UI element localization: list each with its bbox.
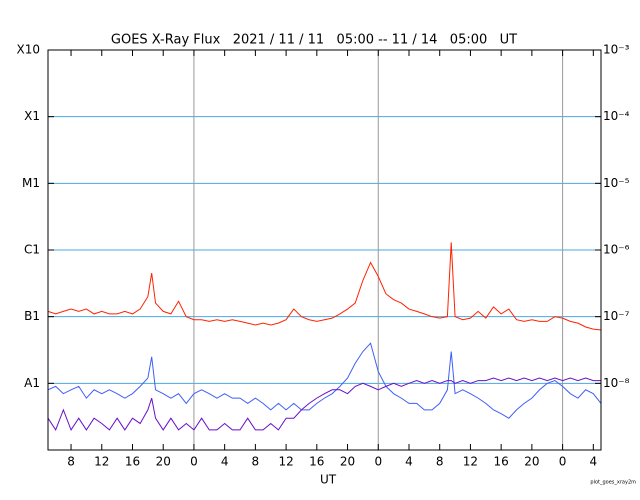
y-tick-label: X10 [17,43,41,57]
flux-line [47,342,602,419]
y-tick-label: A1 [24,376,40,390]
x-tick-label: 12 [94,455,109,469]
footnote: plot_goes_xray2m [590,480,636,486]
y-tick-label: X1 [24,109,40,123]
x-tick-label: 0 [190,455,198,469]
x-tick-label: 8 [67,455,75,469]
y-tick-label: M1 [22,176,40,190]
x-tick-label: 20 [156,455,171,469]
y2-tick-label: 10⁻⁶ [603,243,630,257]
y2-tick-label: 10⁻⁷ [603,309,630,323]
x-tick-label: 16 [309,455,324,469]
x-axis-label: UT [320,473,337,487]
y2-tick-label: 10⁻⁵ [603,176,630,190]
flux-line [47,377,601,432]
x-tick-label: 4 [221,455,229,469]
x-tick-label: 20 [524,455,539,469]
plot-frame [47,49,602,451]
y2-tick-label: 10⁻⁸ [603,376,630,390]
x-tick-label: 4 [589,455,597,469]
x-tick-label: 4 [405,455,413,469]
x-tick-label: 8 [252,455,260,469]
x-tick-label: 20 [340,455,355,469]
x-tick-label: 0 [374,455,382,469]
y2-tick-label: 10⁻⁴ [603,109,630,123]
x-tick-label: 12 [278,455,293,469]
chart-title: GOES X-Ray Flux 2021 / 11 / 11 05:00 -- … [111,33,517,48]
x-tick-label: 0 [559,455,567,469]
y2-tick-label: 10⁻³ [603,43,630,57]
x-tick-label: 16 [494,455,509,469]
x-tick-label: 12 [463,455,478,469]
x-tick-label: 8 [436,455,444,469]
flux-line [47,242,602,331]
x-tick-label: 16 [125,455,140,469]
y-tick-label: B1 [24,309,40,323]
y-tick-label: C1 [24,243,40,257]
